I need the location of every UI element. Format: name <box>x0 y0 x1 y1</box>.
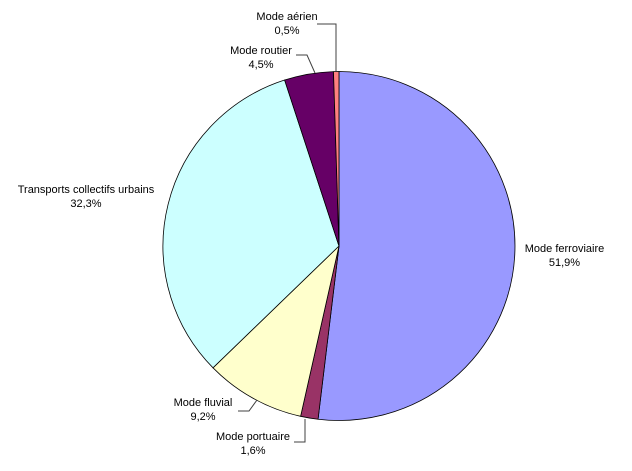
leader-line-mode-routier <box>296 54 316 74</box>
slice-label-text: Mode aérien <box>256 11 318 23</box>
slice-value-text: 1,6% <box>240 444 266 457</box>
pie-slice-6 <box>333 71 340 247</box>
slice-label-text: Transports collectifs urbains <box>17 184 155 196</box>
pie-slice-3 <box>212 245 340 417</box>
slice-label-mode-fluvial: Mode fluvial 9,2% <box>153 397 253 424</box>
leader-line-mode-portuaire <box>294 419 306 443</box>
slice-label-text: Mode ferroviaire <box>524 243 605 255</box>
slice-value-text: 4,5% <box>248 58 274 71</box>
pie <box>162 71 516 421</box>
slice-value-text: 32,3% <box>70 197 102 210</box>
leader-lines <box>238 23 337 443</box>
slice-label-mode-ferroviaire: Mode ferroviaire 51,9% <box>512 243 617 270</box>
leader-line-mode-aerien <box>317 23 337 71</box>
slice-value-text: 0,5% <box>274 24 300 37</box>
slice-label-mode-portuaire: Mode portuaire 1,6% <box>203 431 303 458</box>
slice-label-text: Mode fluvial <box>173 397 233 409</box>
slice-label-mode-routier: Mode routier 4,5% <box>211 45 311 72</box>
pie-slice-4 <box>162 79 340 369</box>
slice-label-text: Mode portuaire <box>216 431 290 443</box>
leader-line-mode-fluvial <box>238 399 258 412</box>
slice-label-mode-aerien: Mode aérien 0,5% <box>237 11 337 38</box>
slice-value-text: 51,9% <box>548 256 581 269</box>
slice-label-text: Mode routier <box>230 45 292 57</box>
slice-value-text: 9,2% <box>190 410 216 423</box>
slice-label-transports-collectifs-urbains: Transports collectifs urbains 32,3% <box>10 184 162 211</box>
pie-slice-1 <box>317 71 516 421</box>
